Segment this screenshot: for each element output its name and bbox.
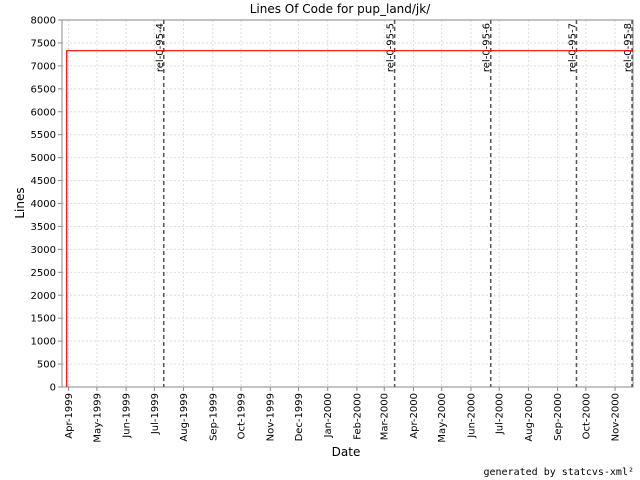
x-tick-label: Aug-2000 xyxy=(524,393,535,442)
y-tick-label: 1000 xyxy=(31,337,56,348)
y-tick-label: 5500 xyxy=(31,130,56,141)
y-tick-label: 3500 xyxy=(31,222,56,233)
x-tick-label: Aug-1999 xyxy=(179,393,190,442)
y-tick-label: 8000 xyxy=(31,16,56,27)
x-tick-label: Oct-1999 xyxy=(237,393,248,439)
y-tick-label: 2000 xyxy=(31,291,56,302)
x-tick-label: Apr-2000 xyxy=(409,393,420,439)
release-marker-label: rel-0-95-8 xyxy=(623,23,634,72)
release-marker-label: rel-0-95-6 xyxy=(482,23,493,72)
x-tick-label: May-1999 xyxy=(92,393,103,443)
y-tick-label: 7500 xyxy=(31,38,56,49)
x-tick-label: Mar-2000 xyxy=(380,393,391,440)
x-tick-label: Nov-2000 xyxy=(611,393,622,441)
y-tick-label: 6500 xyxy=(31,84,56,95)
x-tick-label: Nov-1999 xyxy=(266,393,277,441)
y-tick-label: 4500 xyxy=(31,176,56,187)
x-tick-label: Jul-1999 xyxy=(150,393,161,435)
x-tick-label: Oct-2000 xyxy=(581,393,592,439)
release-marker-label: rel-0-95-4 xyxy=(155,23,166,72)
x-tick-label: May-2000 xyxy=(437,393,448,443)
x-tick-label: Jun-2000 xyxy=(466,393,477,439)
loc-series-line xyxy=(66,50,633,387)
y-tick-label: 500 xyxy=(37,360,56,371)
y-tick-label: 6000 xyxy=(31,107,56,118)
y-axis-label: Lines xyxy=(13,187,27,218)
x-tick-label: Sep-2000 xyxy=(553,393,564,441)
x-tick-label: Jun-1999 xyxy=(122,393,133,439)
x-tick-label: Jan-2000 xyxy=(323,393,334,438)
y-tick-label: 3000 xyxy=(31,245,56,256)
x-tick-label: Sep-1999 xyxy=(208,393,219,441)
y-tick-label: 7000 xyxy=(31,61,56,72)
x-tick-label: Apr-1999 xyxy=(64,393,75,439)
y-tick-label: 5000 xyxy=(31,153,56,164)
y-tick-label: 2500 xyxy=(31,268,56,279)
x-tick-label: Feb-2000 xyxy=(352,393,363,440)
generated-by-footer: generated by statcvs-xml² xyxy=(483,467,634,478)
y-tick-label: 0 xyxy=(50,383,56,394)
y-tick-label: 1500 xyxy=(31,314,56,325)
release-marker-label: rel-0-95-7 xyxy=(567,23,578,72)
release-marker-label: rel-0-95-5 xyxy=(386,23,397,72)
x-tick-label: Dec-1999 xyxy=(294,393,305,441)
x-axis-label: Date xyxy=(332,445,361,459)
chart-title: Lines Of Code for pup_land/jk/ xyxy=(250,2,431,16)
x-tick-label: Jul-2000 xyxy=(495,393,506,435)
plot-border xyxy=(61,19,634,388)
plot-area: 0 500 1000 1500 2000 2500 3000 3500 4000 4500 5000… xyxy=(31,16,635,443)
y-tick-label: 4000 xyxy=(31,199,56,210)
